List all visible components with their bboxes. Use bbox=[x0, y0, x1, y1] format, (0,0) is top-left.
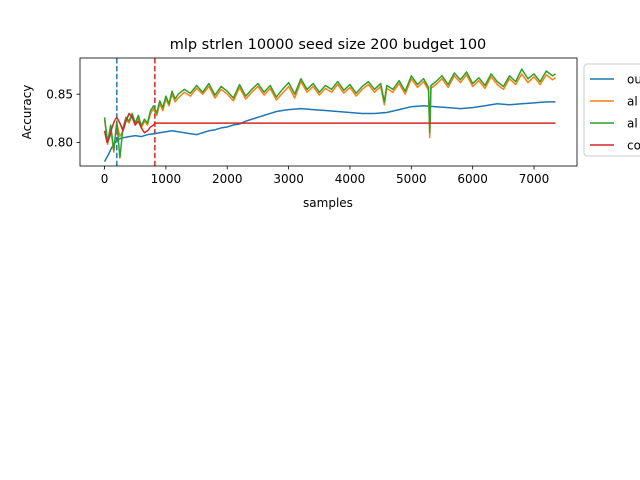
vertical-markers bbox=[116, 58, 156, 166]
legend-label-3: co bbox=[627, 138, 640, 152]
x-axis-label: samples bbox=[303, 196, 353, 210]
y-tick-label-1: 0.85 bbox=[46, 87, 73, 101]
legend: ou al al co bbox=[583, 63, 640, 157]
legend-label-1: al bbox=[627, 94, 638, 108]
x-tick-label-7: 7000 bbox=[519, 172, 550, 186]
series-line-3 bbox=[103, 112, 556, 144]
x-tick-label-6: 6000 bbox=[457, 172, 488, 186]
plot-area bbox=[79, 57, 578, 167]
x-tick-label-4: 4000 bbox=[335, 172, 366, 186]
x-tick-label-5: 5000 bbox=[396, 172, 427, 186]
plot-frame bbox=[79, 57, 578, 167]
x-tick-label-1: 1000 bbox=[151, 172, 182, 186]
series-line-2 bbox=[103, 68, 556, 159]
y-tick-label-0: 0.80 bbox=[46, 136, 73, 150]
x-axis: 0 1000 2000 3000 4000 5000 6000 7000 bbox=[101, 166, 550, 186]
series-layer bbox=[103, 68, 556, 163]
y-axis-label: Accuracy bbox=[20, 85, 34, 140]
x-tick-label-3: 3000 bbox=[273, 172, 304, 186]
x-tick-label-2: 2000 bbox=[212, 172, 243, 186]
legend-frame bbox=[583, 63, 640, 157]
series-line-0 bbox=[103, 101, 556, 163]
y-axis: 0.80 0.85 bbox=[46, 87, 80, 150]
chart-title: mlp strlen 10000 seed size 200 budget 10… bbox=[170, 37, 487, 53]
legend-label-0: ou bbox=[627, 72, 640, 86]
x-tick-label-0: 0 bbox=[101, 172, 109, 186]
legend-label-2: al bbox=[627, 116, 638, 130]
